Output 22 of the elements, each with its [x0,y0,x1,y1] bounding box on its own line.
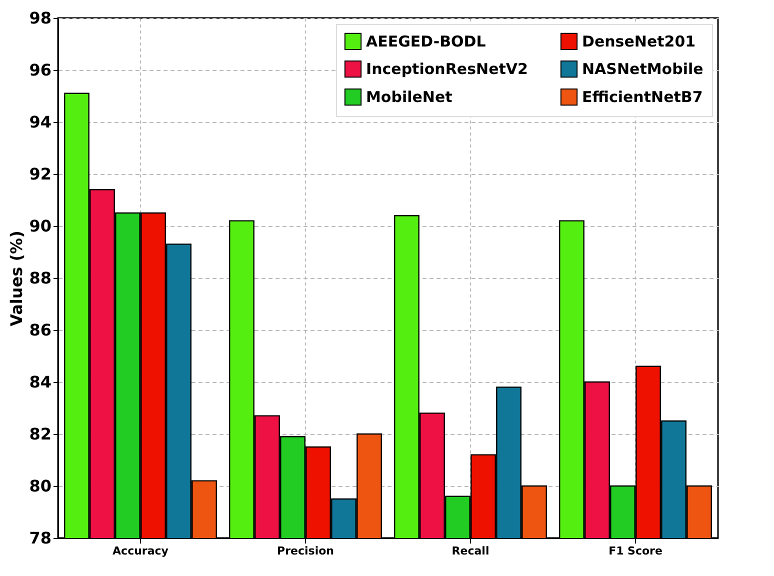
y-tick-label: 80 [29,476,52,496]
legend-label: DenseNet201 [582,32,696,50]
y-tick-label: 96 [29,60,52,80]
x-tick-label: Precision [277,544,334,558]
legend-label: EfficientNetB7 [582,88,703,106]
y-tick-label: 90 [29,216,52,236]
x-tick-label: Accuracy [112,544,168,558]
y-tick-label: 88 [29,268,52,288]
y-tick-label: 98 [29,8,52,28]
legend-label: NASNetMobile [582,60,704,78]
y-tick-label: 84 [29,372,52,392]
y-tick-label: 86 [29,320,52,340]
y-tick-label: 92 [29,164,52,184]
y-tick-label: 82 [29,424,52,444]
legend-label: InceptionResNetV2 [366,60,528,78]
x-tick-label: F1 Score [608,544,662,558]
y-tick-label: 94 [29,112,52,132]
x-tick-label: Recall [452,544,490,558]
legend-label: MobileNet [366,88,452,106]
legend-label: AEEGED-BODL [366,32,486,50]
y-tick-label: 78 [29,528,52,548]
y-axis-title: Values (%) [7,230,26,326]
